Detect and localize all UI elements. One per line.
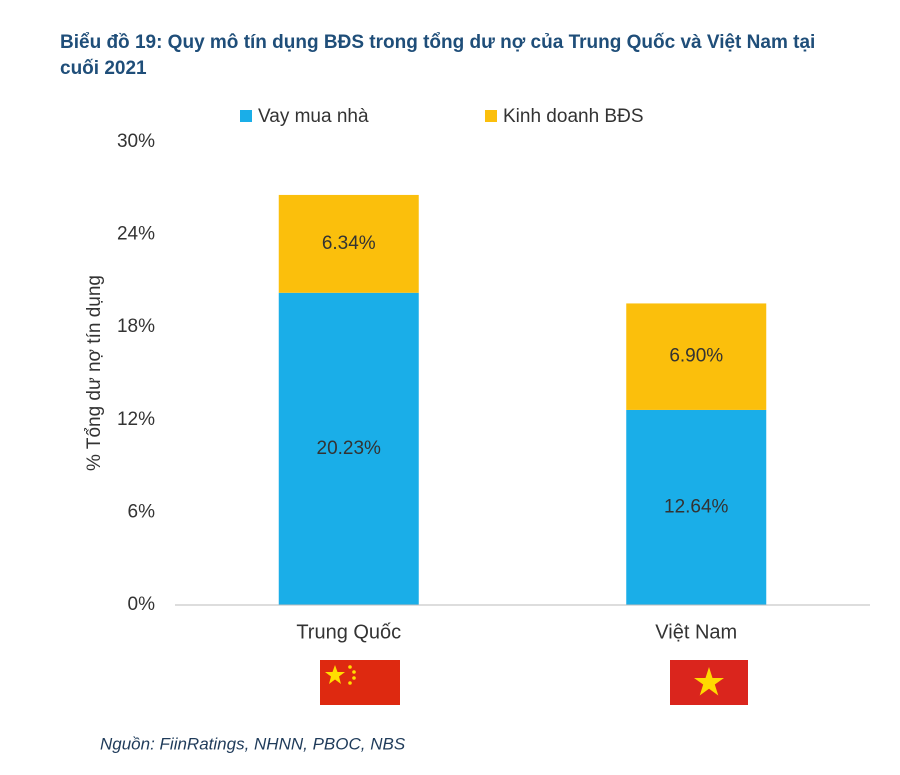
data-label: 20.23% [317, 438, 382, 459]
y-tick-label: 6% [128, 501, 156, 522]
bar-segment [278, 292, 419, 605]
legend-swatch [485, 110, 497, 122]
source-note: Nguồn: FiinRatings, NHNN, PBOC, NBS [100, 734, 406, 753]
data-label: 6.90% [669, 346, 723, 367]
y-tick-label: 12% [117, 409, 155, 430]
legend-swatch [240, 110, 252, 122]
data-label: 12.64% [664, 496, 729, 517]
y-tick-label: 18% [117, 316, 155, 337]
legend-label: Kinh doanh BĐS [503, 106, 644, 127]
bar-segment [626, 303, 767, 410]
legend-label: Vay mua nhà [258, 106, 369, 127]
flag-vietnam [670, 660, 748, 705]
x-tick-label: Việt Nam [655, 621, 737, 643]
data-label: 6.34% [322, 233, 376, 254]
bar-segment [278, 194, 419, 293]
y-axis-label: % Tổng dư nợ tín dụng [84, 275, 105, 471]
y-tick-label: 30% [117, 131, 155, 152]
y-tick-label: 0% [128, 594, 156, 615]
bar-segment [626, 409, 767, 605]
chart-title: Biểu đồ 19: Quy mô tín dụng BĐS trong tổ… [60, 32, 816, 79]
flag-china [320, 660, 400, 705]
x-tick-label: Trung Quốc [296, 621, 401, 643]
y-tick-label: 24% [117, 224, 155, 245]
